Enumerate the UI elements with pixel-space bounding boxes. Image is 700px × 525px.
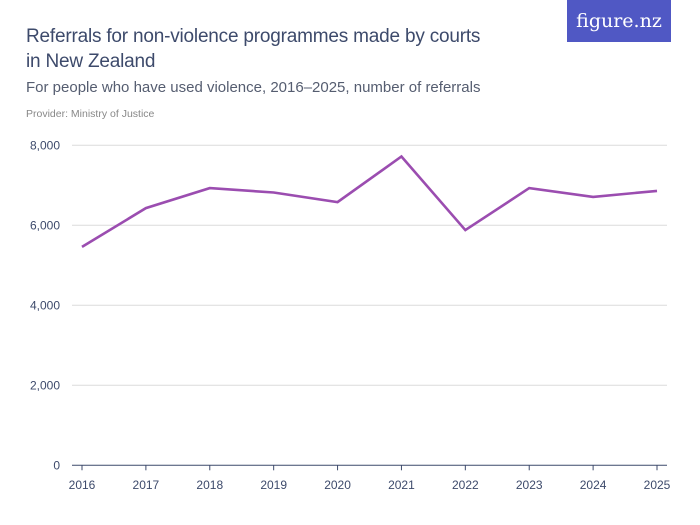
- series-line: [81, 154, 658, 249]
- x-tick-label: 2019: [260, 478, 287, 492]
- x-tick-label: 2024: [580, 478, 607, 492]
- figure-nz-logo[interactable]: figure.nz: [567, 0, 671, 42]
- x-tick-label: 2018: [196, 478, 223, 492]
- provider-label: Provider: Ministry of Justice: [26, 108, 155, 120]
- y-tick-label: 8,000: [30, 138, 60, 152]
- x-tick-label: 2022: [452, 478, 479, 492]
- x-tick-label: 2021: [388, 478, 415, 492]
- x-tick-label: 2025: [644, 478, 671, 492]
- x-tick-label: 2017: [133, 478, 160, 492]
- x-tick-label: 2016: [69, 478, 96, 492]
- y-tick-label: 6,000: [30, 218, 60, 232]
- y-tick-label: 2,000: [30, 378, 60, 392]
- y-tick-label: 0: [53, 458, 60, 472]
- y-tick-label: 4,000: [30, 298, 60, 312]
- x-tick-label: 2023: [516, 478, 543, 492]
- chart-title: Referrals for non-violence programmes ma…: [26, 26, 481, 72]
- x-tick-label: 2020: [324, 478, 351, 492]
- chart-subtitle: For people who have used violence, 2016–…: [26, 79, 481, 96]
